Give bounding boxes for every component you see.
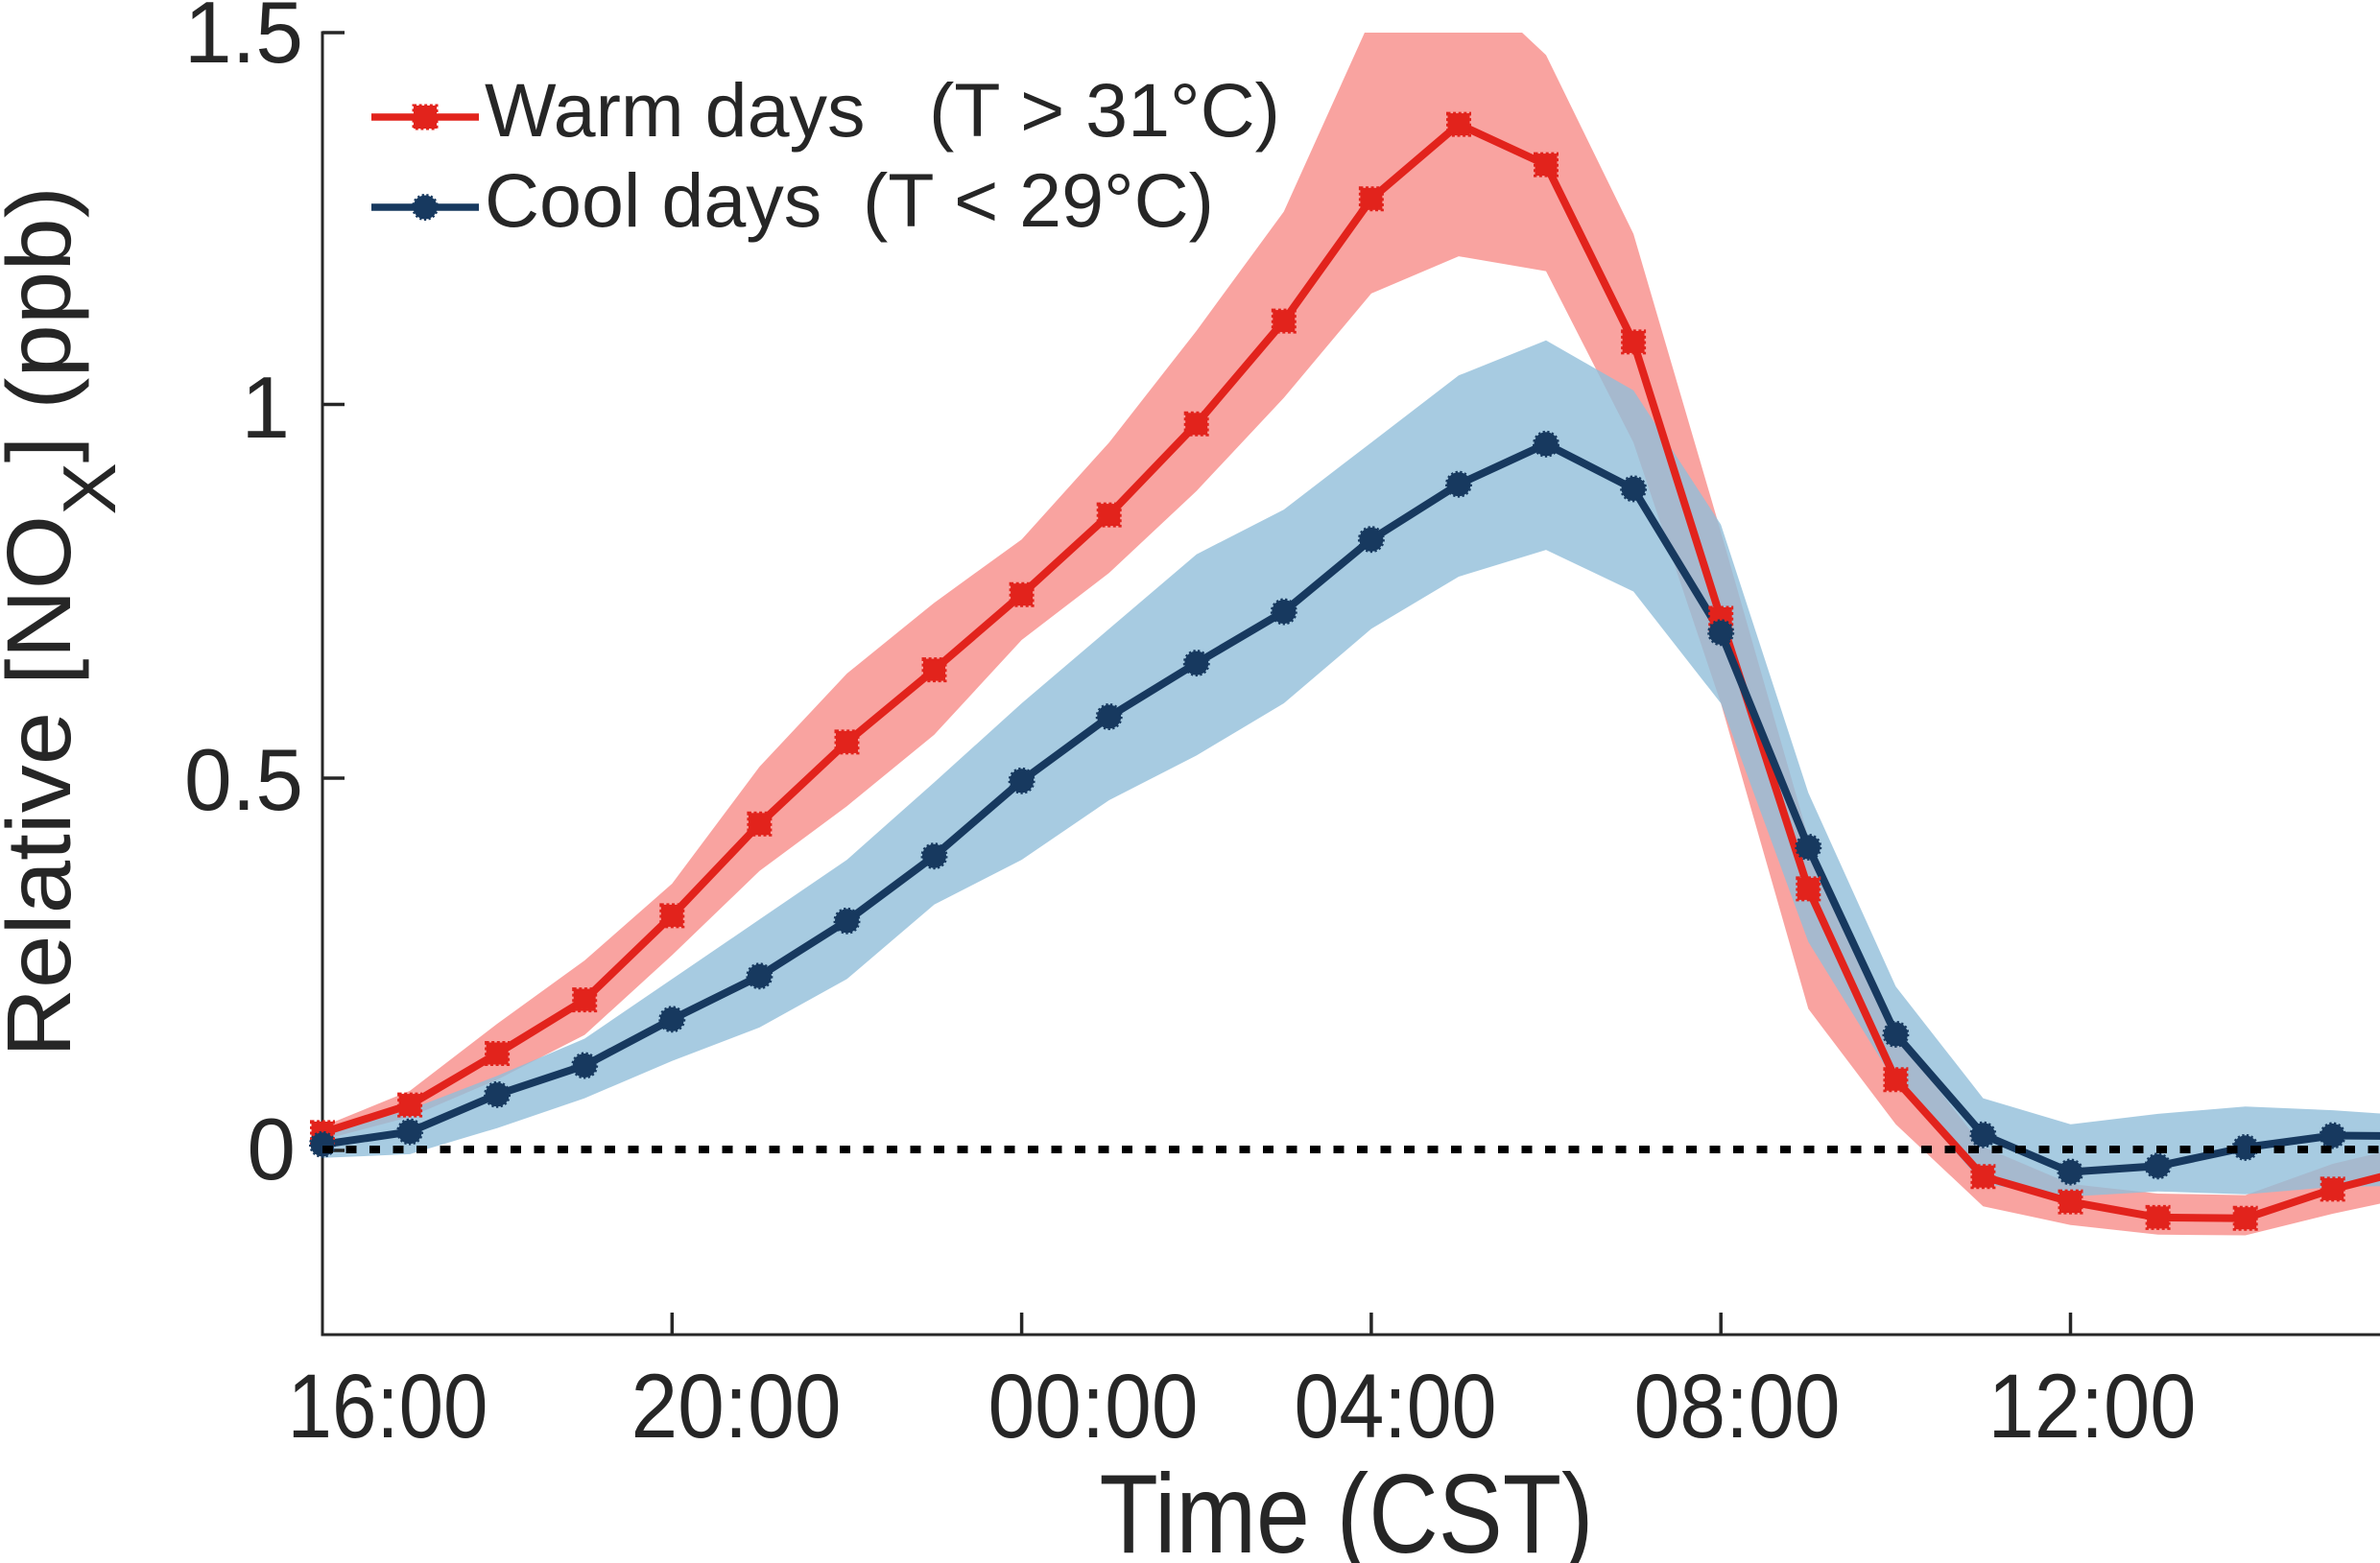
svg-text:12:00: 12:00 [1988,1356,2197,1457]
svg-text:Relative [NOX] (ppb): Relative [NOX] (ppb) [0,186,131,1057]
svg-text:08:00: 08:00 [1634,1356,1841,1457]
svg-text:1.5: 1.5 [184,0,303,82]
svg-text:Cool days: Cool days [485,157,821,243]
svg-text:04:00: 04:00 [1295,1356,1497,1457]
svg-text:00:00: 00:00 [988,1356,1199,1457]
svg-text:16:00: 16:00 [288,1356,488,1457]
svg-text:20:00: 20:00 [631,1356,842,1457]
svg-text:0: 0 [247,1101,296,1198]
svg-text:(T > 31°C): (T > 31°C) [929,67,1280,153]
svg-text:Time (CST): Time (CST) [1100,1451,1594,1563]
svg-text:Warm days: Warm days [485,67,866,153]
svg-text:(T < 29°C): (T < 29°C) [863,157,1214,243]
svg-text:0.5: 0.5 [184,732,303,829]
svg-text:1: 1 [241,360,290,457]
